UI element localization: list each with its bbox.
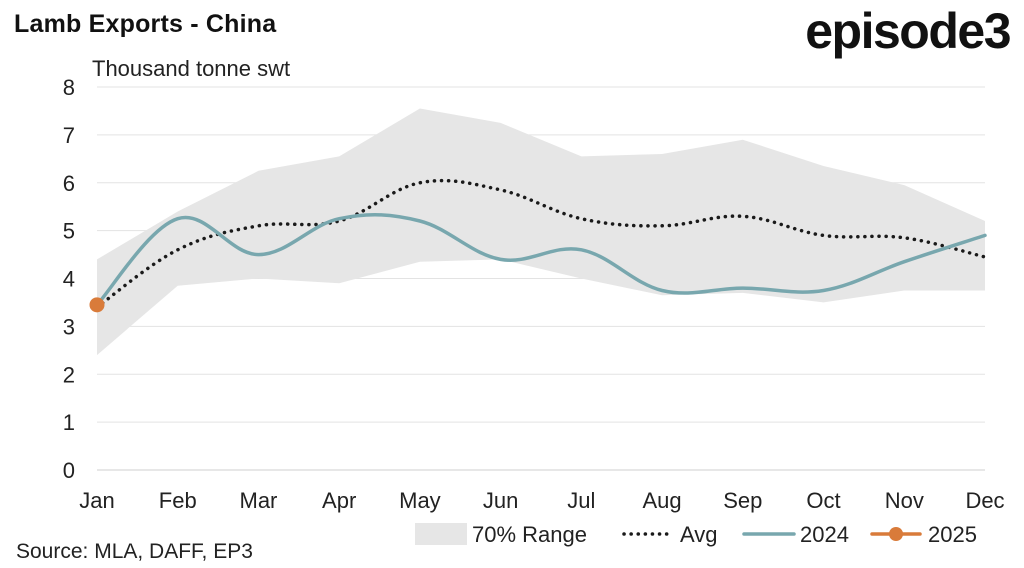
x-tick-label: Dec — [965, 488, 1004, 513]
chart-title: Lamb Exports - China — [14, 10, 277, 38]
range-band-area — [97, 108, 985, 356]
series-line-2024 — [95, 213, 987, 307]
y-tick-label: 4 — [63, 267, 75, 292]
y-axis-ticks: 0 1 2 3 4 5 6 7 8 — [63, 75, 75, 483]
y-tick-label: 1 — [63, 410, 75, 435]
y-axis-unit-label: Thousand tonne swt — [92, 56, 290, 81]
x-tick-label: Jan — [79, 488, 114, 513]
y-tick-label: 8 — [63, 75, 75, 100]
x-tick-label: May — [399, 488, 441, 513]
y-tick-label: 3 — [63, 314, 75, 339]
legend-label-2025: 2025 — [928, 522, 977, 547]
x-tick-label: Oct — [806, 488, 840, 513]
legend-swatch-2025-marker — [889, 527, 903, 541]
legend-swatch-range — [415, 523, 467, 545]
x-tick-label: Nov — [885, 488, 924, 513]
x-tick-label: Sep — [723, 488, 762, 513]
y-tick-label: 2 — [63, 362, 75, 387]
source-note: Source: MLA, DAFF, EP3 — [16, 540, 253, 563]
series-lines — [89, 178, 987, 313]
legend-label-avg: Avg — [680, 522, 718, 547]
x-tick-label: Aug — [643, 488, 682, 513]
x-tick-label: Apr — [322, 488, 356, 513]
x-tick-label: Feb — [159, 488, 197, 513]
legend-label-range: 70% Range — [472, 522, 587, 547]
series-point-2025 — [89, 297, 105, 313]
x-tick-label: Jun — [483, 488, 518, 513]
y-tick-label: 5 — [63, 219, 75, 244]
x-tick-label: Jul — [567, 488, 595, 513]
brand-logo: episode3 — [805, 3, 1011, 59]
y-tick-label: 7 — [63, 123, 75, 148]
y-tick-label: 0 — [63, 458, 75, 483]
y-tick-label: 6 — [63, 171, 75, 196]
x-axis-ticks: Jan Feb Mar Apr May Jun Jul Aug Sep Oct Nov Dec — [79, 488, 1004, 513]
legend-label-2024: 2024 — [800, 522, 849, 547]
x-tick-label: Mar — [240, 488, 278, 513]
range-band — [97, 108, 985, 356]
legend: 70% Range Avg 2024 2025 — [415, 522, 977, 547]
